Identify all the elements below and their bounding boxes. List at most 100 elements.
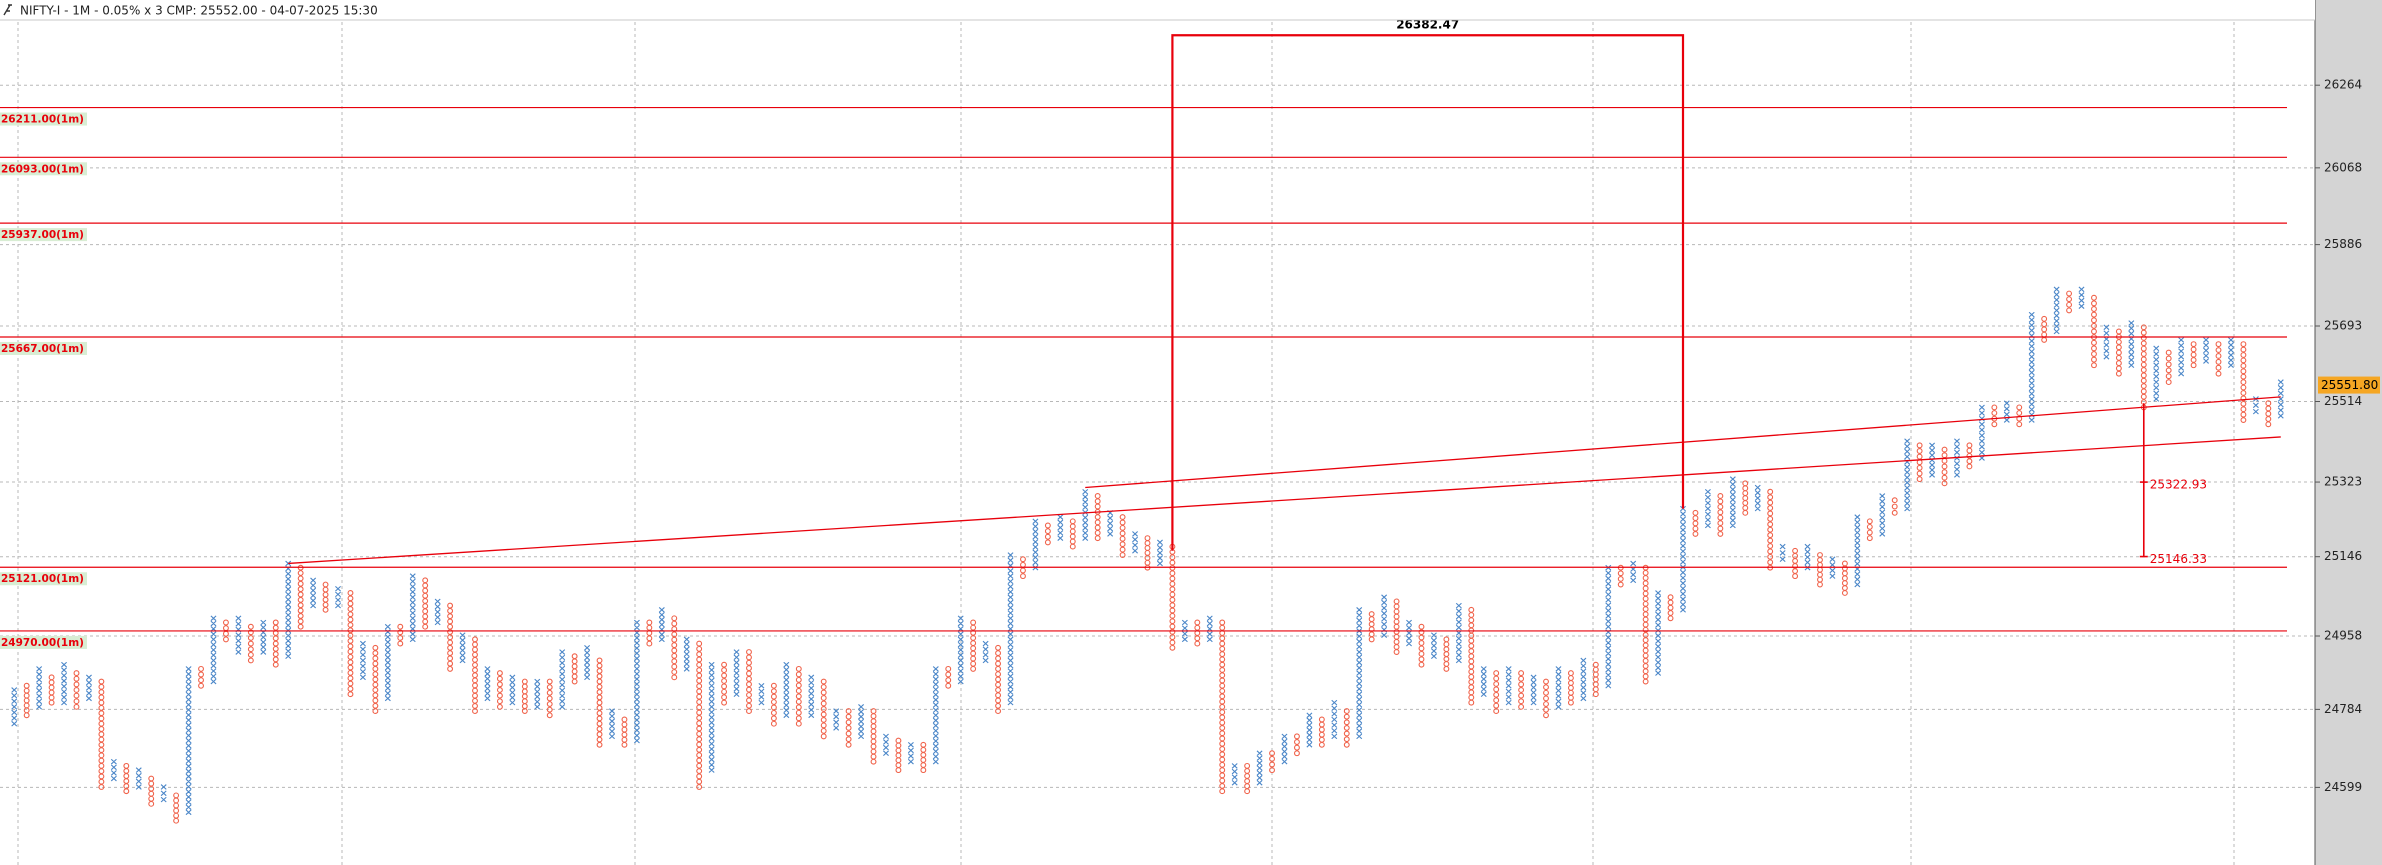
x-column <box>2203 337 2210 364</box>
target-label: 25322.93 <box>2150 478 2207 492</box>
x-column <box>633 619 640 744</box>
header-icon[interactable] <box>3 4 12 16</box>
o-column <box>521 678 528 714</box>
o-column <box>1119 514 1126 558</box>
o-column <box>23 682 30 719</box>
x-column <box>434 598 441 626</box>
x-column <box>260 619 267 655</box>
y-tick-label: 25323 <box>2324 475 2362 489</box>
x-column <box>1704 488 1711 529</box>
x-column <box>733 649 740 697</box>
o-column <box>1418 623 1425 668</box>
o-column <box>1069 518 1076 550</box>
x-column <box>1829 556 1836 579</box>
o-column <box>2240 341 2247 423</box>
header-bar <box>0 0 2315 20</box>
x-column <box>1007 552 1014 706</box>
o-column <box>696 640 703 790</box>
level-label: 26093.00(1m) <box>1 163 84 175</box>
o-column <box>447 602 454 672</box>
x-column <box>1580 657 1587 702</box>
x-column <box>2053 286 2060 335</box>
x-column <box>559 649 566 710</box>
o-column <box>1817 552 1823 588</box>
x-column <box>1455 602 1462 664</box>
x-column <box>285 560 292 660</box>
o-column <box>1567 670 1574 706</box>
x-column <box>1057 514 1064 541</box>
x-column <box>1331 699 1338 740</box>
o-column <box>1044 522 1051 546</box>
x-column <box>1779 543 1786 563</box>
x-column <box>1630 560 1637 584</box>
o-column <box>820 678 827 740</box>
o-column <box>48 674 55 706</box>
o-column <box>397 623 404 647</box>
o-column <box>1318 716 1325 748</box>
x-column <box>1978 404 1985 461</box>
o-column <box>1866 518 1873 542</box>
o-column <box>148 775 155 807</box>
x-column <box>808 674 815 719</box>
count-projection <box>1171 34 1685 551</box>
time-grid <box>17 22 2235 865</box>
x-column <box>1306 712 1313 748</box>
o-column <box>1642 564 1649 685</box>
x-column <box>1605 564 1612 689</box>
o-column <box>2016 404 2023 428</box>
trend-line <box>288 436 2281 565</box>
y-tick-label: 26264 <box>2324 78 2362 92</box>
x-column <box>858 704 865 740</box>
x-column <box>1754 484 1761 512</box>
header-title: NIFTY-I - 1M - 0.05% x 3 CMP: 25552.00 -… <box>20 4 378 18</box>
x-column <box>658 607 665 643</box>
o-column <box>1493 670 1500 714</box>
o-column <box>1742 480 1749 516</box>
x-column <box>783 661 790 719</box>
o-column <box>770 682 777 727</box>
x-column <box>1430 632 1437 660</box>
target-label: 25146.33 <box>2150 552 2207 566</box>
count-projection-label: 26382.47 <box>1396 18 1459 32</box>
o-column <box>222 619 229 643</box>
o-column <box>1891 497 1898 516</box>
o-column <box>247 623 254 664</box>
x-column <box>36 666 43 710</box>
x-column <box>409 573 416 643</box>
o-column <box>746 649 752 714</box>
o-column <box>272 619 279 668</box>
o-column <box>1617 564 1624 588</box>
x-column <box>2153 345 2160 402</box>
x-column <box>982 640 989 664</box>
o-column <box>1219 619 1226 795</box>
x-column <box>2028 311 2035 423</box>
x-column <box>833 708 840 731</box>
o-column <box>472 636 478 714</box>
x-column <box>1256 750 1263 786</box>
o-column <box>173 792 180 824</box>
x-column <box>85 674 92 702</box>
o-column <box>721 661 728 706</box>
x-column <box>932 666 939 765</box>
x-column <box>1854 514 1861 588</box>
columns-layer <box>11 286 2284 824</box>
x-column <box>584 644 591 681</box>
o-column <box>920 741 927 774</box>
level-label: 25937.00(1m) <box>1 229 84 241</box>
x-column <box>1929 442 1936 478</box>
o-column <box>1717 493 1724 537</box>
y-tick-label: 25693 <box>2324 319 2362 333</box>
x-column <box>2003 400 2010 423</box>
o-column <box>496 670 503 710</box>
o-column <box>1269 750 1275 774</box>
o-column <box>795 665 802 727</box>
y-tick-label: 24958 <box>2324 628 2362 642</box>
level-label-bg <box>0 572 87 586</box>
axis-layer: 24599 24784 24958 25146 25323 25514 25693 25886… <box>2315 78 2380 794</box>
o-column <box>1792 547 1799 580</box>
o-column <box>1194 619 1201 647</box>
o-column <box>2041 315 2048 343</box>
x-column <box>1879 493 1886 537</box>
price-axis-panel <box>2315 0 2382 865</box>
